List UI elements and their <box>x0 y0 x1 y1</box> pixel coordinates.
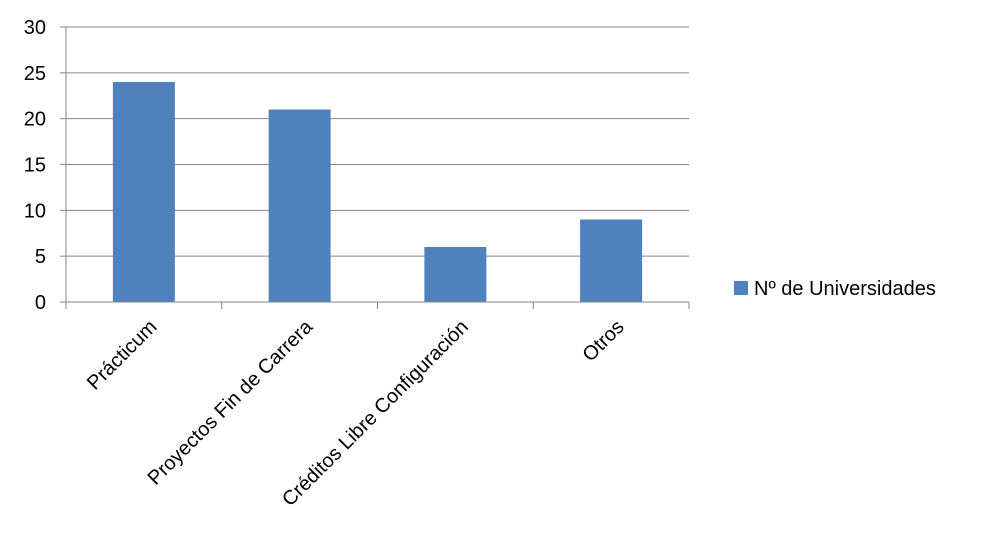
y-tick-label: 20 <box>24 109 46 131</box>
bar <box>268 109 331 302</box>
x-category-label: Otros <box>579 316 629 366</box>
bar <box>424 247 487 302</box>
x-category-label: Proyectos Fin de Carrera <box>144 315 318 489</box>
y-tick-label: 10 <box>24 200 46 222</box>
legend-label: Nº de Universidades <box>754 278 936 300</box>
y-tick-label: 25 <box>24 63 46 85</box>
legend: Nº de Universidades <box>734 278 936 300</box>
x-category-label: Créditos Libre Configuración <box>278 316 473 511</box>
bar <box>580 219 643 302</box>
y-tick-label: 30 <box>24 17 46 39</box>
y-tick-label: 15 <box>24 155 46 177</box>
y-tick-label: 0 <box>35 292 46 314</box>
axes <box>60 26 690 309</box>
bar <box>112 82 175 302</box>
legend-swatch-icon <box>734 281 748 295</box>
x-category-label: Prácticum <box>83 316 161 394</box>
bars <box>112 82 643 302</box>
y-tick-label: 5 <box>35 246 46 268</box>
